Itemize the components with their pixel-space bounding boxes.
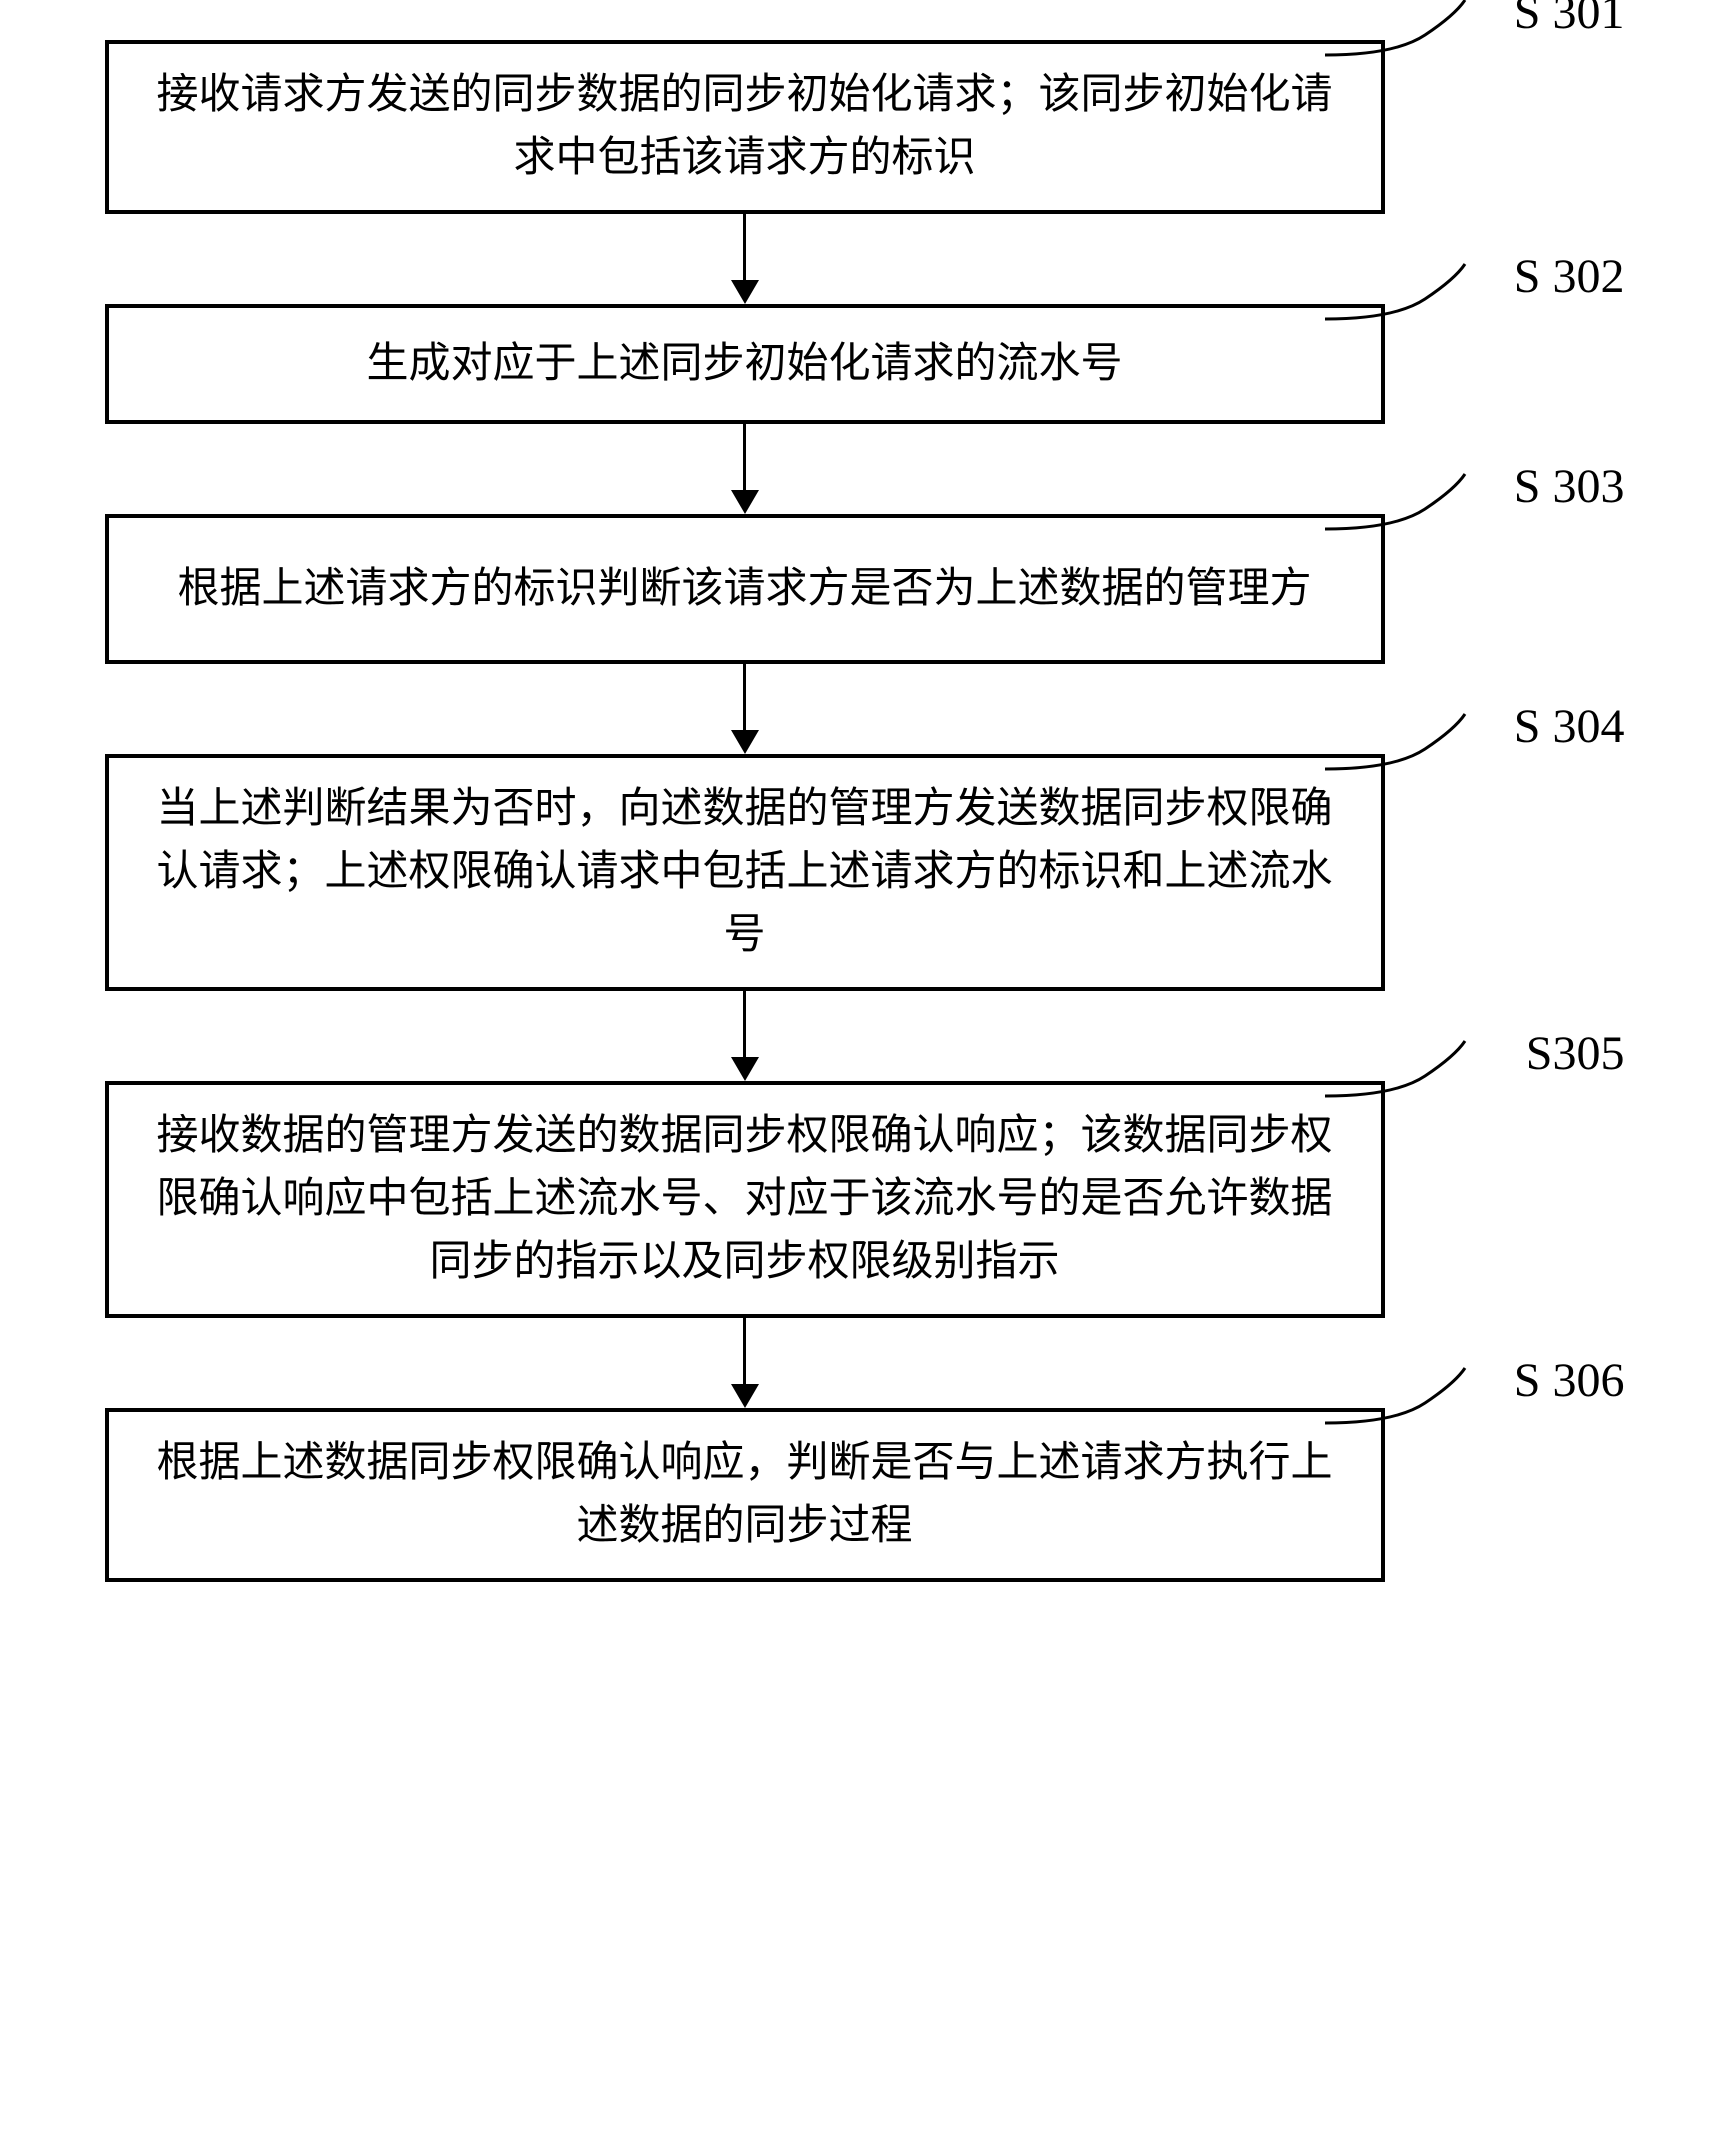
- step-text-s304: 当上述判断结果为否时，向述数据的管理方发送数据同步权限确认请求；上述权限确认请求…: [139, 778, 1351, 967]
- arrow-s304-s305: [105, 991, 1385, 1081]
- arrow-head-icon: [731, 490, 759, 514]
- step-label-s306: S 306: [1514, 1353, 1625, 1408]
- step-box-s304: 当上述判断结果为否时，向述数据的管理方发送数据同步权限确认请求；上述权限确认请求…: [105, 754, 1385, 991]
- step-text-s306: 根据上述数据同步权限确认响应，判断是否与上述请求方执行上述数据的同步过程: [139, 1432, 1351, 1558]
- step-box-s305: 接收数据的管理方发送的数据同步权限确认响应；该数据同步权限确认响应中包括上述流水…: [105, 1081, 1385, 1318]
- arrow-head-icon: [731, 1384, 759, 1408]
- arrow-s303-s304: [105, 664, 1385, 754]
- step-box-s303: 根据上述请求方的标识判断该请求方是否为上述数据的管理方: [105, 514, 1385, 664]
- step-wrapper-s302: S 302 生成对应于上述同步初始化请求的流水号: [105, 304, 1605, 424]
- flowchart-container: S 301 接收请求方发送的同步数据的同步初始化请求；该同步初始化请求中包括该请…: [105, 40, 1605, 1582]
- step-label-s302: S 302: [1514, 249, 1625, 304]
- step-box-s301: 接收请求方发送的同步数据的同步初始化请求；该同步初始化请求中包括该请求方的标识: [105, 40, 1385, 214]
- arrow-s301-s302: [105, 214, 1385, 304]
- step-label-s305: S305: [1526, 1026, 1625, 1081]
- arrow-line-icon: [743, 214, 746, 284]
- step-wrapper-s304: S 304 当上述判断结果为否时，向述数据的管理方发送数据同步权限确认请求；上述…: [105, 754, 1605, 991]
- arrow-line-icon: [743, 664, 746, 734]
- step-wrapper-s305: S305 接收数据的管理方发送的数据同步权限确认响应；该数据同步权限确认响应中包…: [105, 1081, 1605, 1318]
- arrow-line-icon: [743, 991, 746, 1061]
- arrow-line-icon: [743, 424, 746, 494]
- step-label-s301: S 301: [1514, 0, 1625, 40]
- arrow-head-icon: [731, 280, 759, 304]
- arrow-s302-s303: [105, 424, 1385, 514]
- arrow-head-icon: [731, 730, 759, 754]
- step-text-s301: 接收请求方发送的同步数据的同步初始化请求；该同步初始化请求中包括该请求方的标识: [139, 64, 1351, 190]
- step-wrapper-s303: S 303 根据上述请求方的标识判断该请求方是否为上述数据的管理方: [105, 514, 1605, 664]
- arrow-line-icon: [743, 1318, 746, 1388]
- arrow-head-icon: [731, 1057, 759, 1081]
- arrow-s305-s306: [105, 1318, 1385, 1408]
- step-text-s303: 根据上述请求方的标识判断该请求方是否为上述数据的管理方: [177, 558, 1311, 621]
- step-box-s302: 生成对应于上述同步初始化请求的流水号: [105, 304, 1385, 424]
- step-text-s305: 接收数据的管理方发送的数据同步权限确认响应；该数据同步权限确认响应中包括上述流水…: [139, 1105, 1351, 1294]
- step-box-s306: 根据上述数据同步权限确认响应，判断是否与上述请求方执行上述数据的同步过程: [105, 1408, 1385, 1582]
- step-label-s304: S 304: [1514, 699, 1625, 754]
- step-text-s302: 生成对应于上述同步初始化请求的流水号: [366, 333, 1122, 396]
- step-label-s303: S 303: [1514, 459, 1625, 514]
- step-wrapper-s306: S 306 根据上述数据同步权限确认响应，判断是否与上述请求方执行上述数据的同步…: [105, 1408, 1605, 1582]
- step-wrapper-s301: S 301 接收请求方发送的同步数据的同步初始化请求；该同步初始化请求中包括该请…: [105, 40, 1605, 214]
